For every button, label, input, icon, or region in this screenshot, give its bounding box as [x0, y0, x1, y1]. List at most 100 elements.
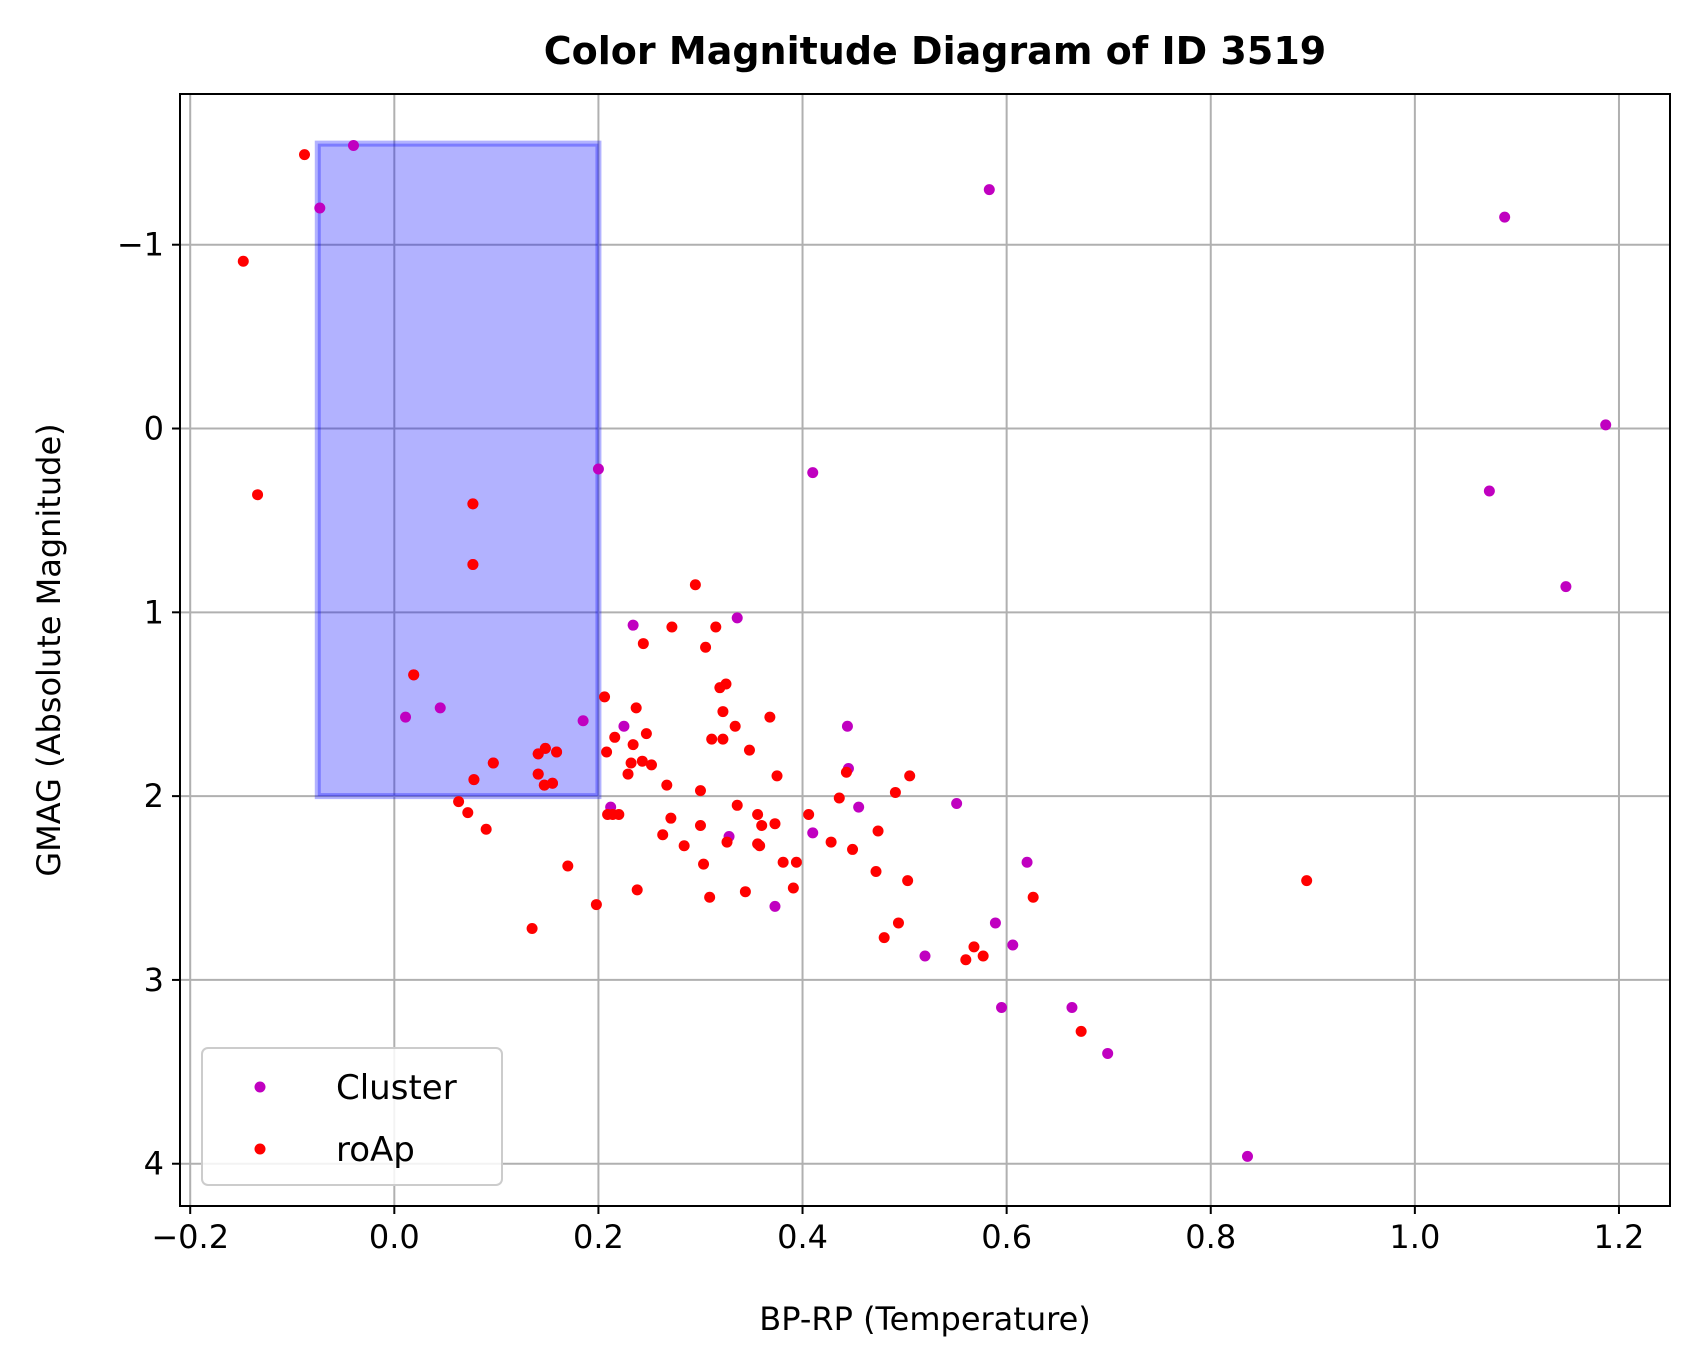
data-point-roap	[720, 678, 732, 690]
data-point-cluster	[1021, 856, 1033, 868]
x-tick-label: 0.0	[369, 1218, 420, 1256]
data-point-roap	[453, 796, 465, 808]
x-tick-label: 1.2	[1594, 1218, 1645, 1256]
data-point-roap	[487, 757, 499, 769]
data-point-cluster	[807, 467, 819, 479]
y-axis-ticks: −1 0 1 2 3 4	[117, 226, 180, 1183]
plot-frame	[179, 93, 1671, 1207]
data-point-roap	[771, 770, 783, 782]
data-point-roap	[666, 621, 678, 633]
data-point-cluster	[919, 950, 931, 962]
data-point-roap	[754, 840, 766, 852]
data-point-roap	[790, 856, 802, 868]
data-point-cluster	[434, 702, 446, 714]
data-point-cluster	[1007, 939, 1019, 951]
data-point-roap	[710, 621, 722, 633]
data-point-cluster	[996, 1001, 1008, 1013]
data-point-roap	[590, 899, 602, 911]
data-point-cluster	[1560, 581, 1572, 593]
x-tick-label: 0.6	[981, 1218, 1032, 1256]
data-point-roap	[878, 932, 890, 944]
data-point-cluster	[1241, 1150, 1253, 1162]
data-point-roap	[803, 809, 815, 821]
data-point-cluster	[807, 827, 819, 839]
data-point-roap	[637, 638, 649, 650]
data-point-cluster	[841, 720, 853, 732]
data-point-roap	[665, 812, 677, 824]
data-point-roap	[299, 149, 311, 161]
data-point-roap	[657, 829, 669, 841]
data-point-roap	[1075, 1025, 1087, 1037]
data-point-roap	[968, 941, 980, 953]
data-point-roap	[777, 856, 789, 868]
data-point-cluster	[1499, 211, 1511, 223]
data-point-roap	[729, 720, 741, 732]
data-point-cluster	[1600, 419, 1612, 431]
data-point-roap	[721, 836, 733, 848]
data-point-roap	[480, 823, 492, 835]
data-point-roap	[739, 886, 751, 898]
data-point-roap	[532, 768, 544, 780]
y-tick-label: 0	[144, 410, 164, 448]
data-point-roap	[645, 759, 657, 771]
data-point-cluster	[951, 797, 963, 809]
data-point-cluster	[347, 139, 359, 151]
data-point-cluster	[1066, 1001, 1078, 1013]
data-point-roap	[704, 891, 716, 903]
y-tick-label: 1	[144, 593, 164, 631]
data-point-roap	[731, 799, 743, 811]
data-point-cluster	[618, 720, 630, 732]
x-tick-label: 0.8	[1185, 1218, 1236, 1256]
data-point-roap	[622, 768, 634, 780]
data-point-roap	[252, 489, 264, 501]
data-point-roap	[904, 770, 916, 782]
data-point-roap	[706, 733, 718, 745]
data-point-roap	[1301, 875, 1313, 887]
data-point-cluster	[769, 900, 781, 912]
highlight-region-layer	[314, 140, 602, 800]
grid-lines	[180, 94, 1670, 1206]
y-tick-label: 4	[144, 1145, 164, 1183]
data-point-roap	[467, 498, 479, 510]
legend-label-cluster: Cluster	[336, 1068, 457, 1108]
data-point-roap	[661, 779, 673, 791]
data-point-roap	[694, 785, 706, 797]
legend-label-roap: roAp	[336, 1130, 415, 1170]
data-point-roap	[787, 882, 799, 894]
data-point-roap	[625, 757, 637, 769]
data-point-roap	[764, 711, 776, 723]
data-point-roap	[599, 691, 611, 703]
y-axis-label: GMAG (Absolute Magnitude)	[30, 423, 68, 876]
data-point-roap	[870, 865, 882, 877]
y-tick-label: 3	[144, 961, 164, 999]
data-point-roap	[689, 579, 701, 591]
data-point-cluster	[853, 801, 865, 813]
data-point-cluster	[989, 917, 1001, 929]
highlight-region	[314, 140, 602, 800]
data-point-roap	[752, 809, 764, 821]
chart-title: Color Magnitude Diagram of ID 3519	[544, 29, 1326, 73]
data-point-roap	[640, 728, 652, 740]
data-point-roap	[237, 255, 249, 267]
data-point-cluster	[1483, 485, 1495, 497]
data-point-cluster	[627, 619, 639, 631]
data-point-roap	[468, 774, 480, 786]
data-point-cluster	[731, 612, 743, 624]
data-point-roap	[631, 884, 643, 896]
data-point-roap	[547, 777, 558, 789]
data-point-roap	[743, 744, 755, 756]
data-point-cluster	[314, 202, 326, 214]
data-point-roap	[526, 922, 538, 934]
data-point-roap	[902, 875, 914, 887]
data-point-roap	[872, 825, 884, 837]
data-point-roap	[833, 792, 845, 804]
data-point-roap	[630, 702, 642, 714]
legend: Cluster roAp	[201, 1047, 503, 1186]
data-point-roap	[892, 917, 904, 929]
x-tick-label: −0.2	[151, 1218, 229, 1256]
data-point-roap	[562, 860, 574, 872]
data-point-roap	[889, 786, 901, 798]
data-point-roap	[717, 733, 729, 745]
data-point-roap	[825, 836, 837, 848]
